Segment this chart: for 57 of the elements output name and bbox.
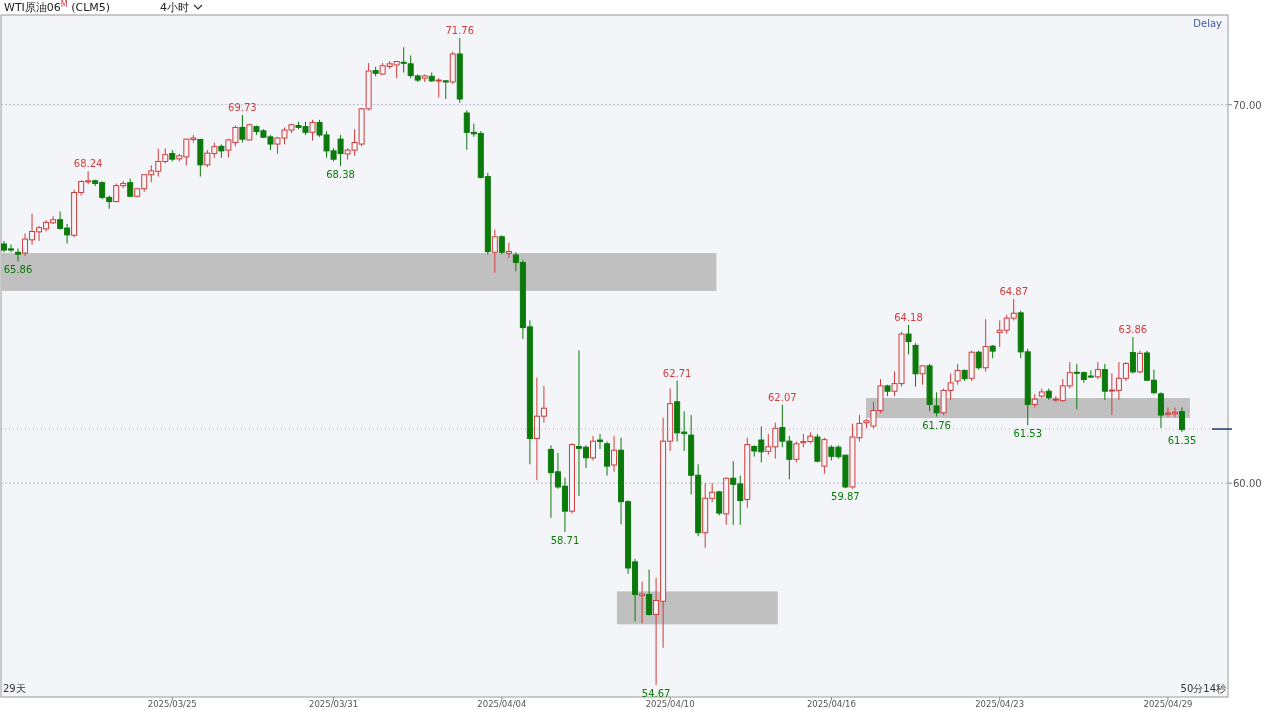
x-tick-label: 2025/04/04 [477, 699, 527, 709]
candlestick [954, 363, 961, 386]
annotation: 68.24 [73, 158, 103, 170]
candlestick [491, 229, 498, 274]
candlestick [982, 318, 989, 373]
annotation: 59.87 [831, 491, 860, 503]
candlestick [498, 234, 505, 255]
x-tick-label: 2025/04/29 [1143, 699, 1193, 709]
annotation: 71.76 [445, 25, 475, 37]
candlestick [639, 581, 646, 624]
text: Delay [1193, 18, 1223, 29]
annotation: 62.07 [768, 391, 797, 403]
annotation: 54.67 [641, 687, 671, 699]
candlestick [793, 441, 800, 463]
candlestick [505, 242, 512, 259]
annotation: 63.86 [1118, 324, 1148, 336]
candlestick [309, 119, 316, 142]
annotation: 65.86 [3, 264, 33, 276]
candlestick [15, 248, 22, 262]
candlestick [1094, 361, 1101, 380]
annotation: 61.35 [1167, 435, 1197, 447]
candlestick [1179, 406, 1185, 433]
annotation: 69.73 [228, 101, 257, 113]
candlestick [905, 324, 912, 355]
candlestick [919, 365, 926, 386]
annotation: 50分14秒 [1180, 683, 1226, 694]
y-tick-label: 70.00 [1233, 99, 1262, 111]
annotation: 62.71 [662, 367, 692, 379]
candlestick [646, 568, 653, 617]
chart-title: WTI原油06$^{M}$ (CLM5) [4, 0, 111, 14]
y-tick-label: 60.00 [1233, 478, 1262, 490]
candlestick [1129, 336, 1136, 374]
candlestick [590, 435, 596, 461]
x-tick-label: 2025/04/10 [645, 699, 695, 709]
annotation: 64.87 [999, 285, 1029, 297]
annotation: 29天 [3, 683, 26, 694]
candlestick [604, 441, 611, 477]
candlestick [1101, 363, 1108, 401]
chart-subtitle: 4小时 [160, 1, 189, 14]
annotation: 61.76 [922, 419, 951, 431]
x-tick-label: 2025/03/31 [309, 699, 359, 709]
annotation: 68.38 [326, 169, 355, 181]
candlestick [1157, 391, 1164, 429]
annotation: 64.18 [894, 311, 923, 323]
x-tick-label: 2025/03/25 [147, 699, 197, 709]
candlestick [239, 114, 246, 144]
candlestick [611, 435, 618, 473]
candlestick [435, 77, 442, 99]
candlestick [597, 433, 604, 450]
x-tick-label: 2025/04/16 [806, 699, 856, 709]
candlestick [933, 391, 940, 418]
candlestick [442, 79, 449, 100]
candlestick [716, 490, 723, 516]
annotation: 61.53 [1013, 428, 1043, 440]
candlestick [975, 350, 982, 371]
x-tick-label: 2025/04/23 [975, 699, 1025, 709]
annotation: 58.71 [550, 534, 580, 546]
